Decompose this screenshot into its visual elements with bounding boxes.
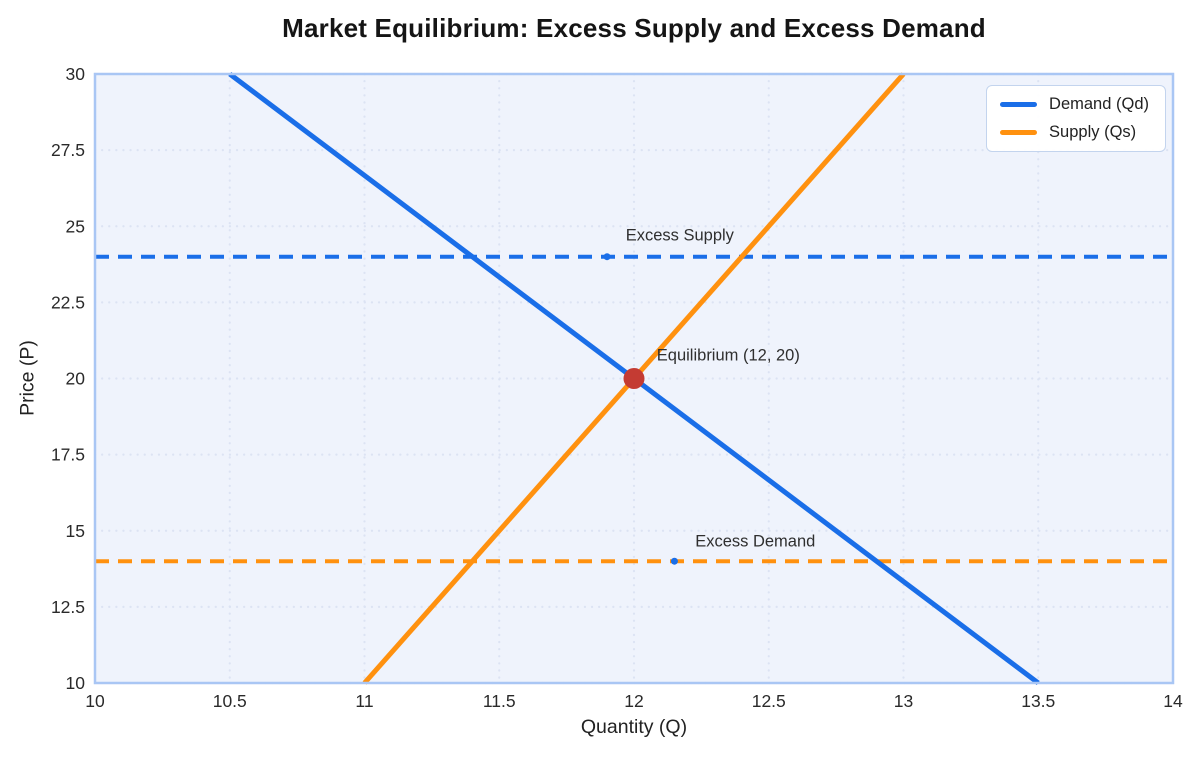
x-tick-label: 11 — [355, 691, 373, 711]
legend-item-supply: Supply (Qs) — [1000, 123, 1149, 142]
x-tick-label: 12.5 — [752, 691, 786, 711]
legend-label-supply: Supply (Qs) — [1049, 123, 1137, 141]
midpoint-marker — [670, 557, 678, 565]
x-tick-label: 10.5 — [213, 691, 247, 711]
x-tick-label: 10 — [85, 691, 105, 711]
x-tick-label: 13.5 — [1021, 691, 1055, 711]
y-tick-label: 12.5 — [51, 597, 85, 617]
midpoint-marker — [603, 253, 611, 261]
plot-border — [93, 72, 1175, 685]
x-tick-label: 14 — [1163, 691, 1183, 711]
y-tick-label: 27.5 — [51, 140, 85, 160]
supply-line-swatch — [1000, 130, 1038, 135]
y-tick-label: 10 — [66, 673, 86, 693]
demand-line-swatch — [1000, 102, 1038, 107]
x-tick-label: 12 — [624, 691, 643, 711]
excess-demand-label: Excess Demand — [695, 532, 816, 551]
legend-item-demand: Demand (Qd) — [1000, 95, 1149, 114]
equilibrium-point — [623, 368, 645, 389]
legend: Demand (Qd) Supply (Qs) — [986, 85, 1166, 152]
chart-title: Market Equilibrium: Excess Supply and Ex… — [282, 13, 986, 43]
y-tick-label: 20 — [66, 369, 86, 389]
y-tick-label: 30 — [66, 64, 86, 84]
x-tick-label: 13 — [894, 691, 913, 711]
y-axis-label: Price (P) — [16, 340, 39, 416]
y-tick-label: 25 — [66, 216, 85, 236]
y-tick-label: 15 — [66, 521, 85, 541]
legend-label-demand: Demand (Qd) — [1049, 95, 1149, 113]
x-axis-label: Quantity (Q) — [580, 716, 688, 738]
x-tick-label: 11.5 — [483, 691, 516, 711]
excess-supply-label: Excess Supply — [625, 226, 734, 245]
y-tick-label: 22.5 — [51, 292, 85, 312]
y-tick-label: 17.5 — [51, 445, 85, 465]
equilibrium-label: Equilibrium (12, 20) — [656, 346, 800, 365]
